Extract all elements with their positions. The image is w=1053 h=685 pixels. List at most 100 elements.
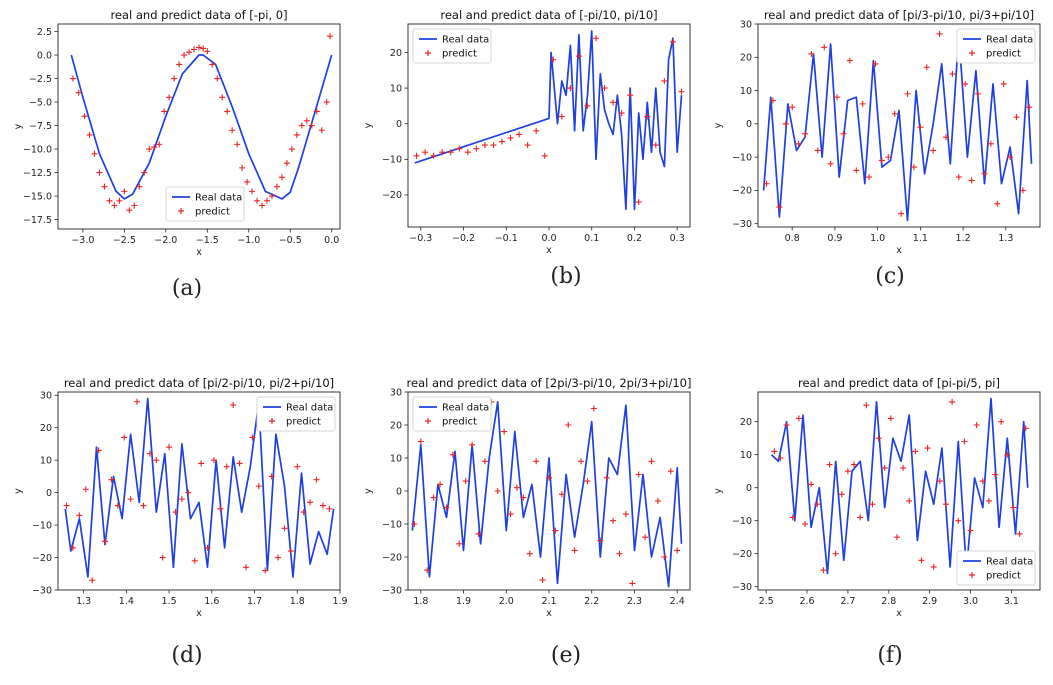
legend-real-label: Real data — [442, 35, 489, 46]
x-tick-label: 0.9 — [827, 233, 842, 244]
predict-point — [313, 108, 320, 115]
predict-point — [597, 537, 604, 544]
predict-point — [906, 497, 913, 504]
legend — [956, 550, 1036, 586]
real-data-line — [414, 30, 683, 211]
predict-point — [820, 567, 827, 574]
predict-point — [422, 149, 429, 156]
legend-real-label: Real data — [286, 403, 333, 414]
chart-panel-c: real and predict data of [pi/3-pi/10, pi… — [710, 8, 1050, 263]
real-data-line — [770, 397, 1029, 575]
predict-point — [264, 197, 271, 204]
y-tick-label: 0 — [746, 483, 752, 494]
predict-point — [601, 85, 608, 92]
real-data-line — [411, 401, 683, 588]
predict-point — [229, 127, 236, 134]
predict-point — [875, 435, 882, 442]
predict-point — [985, 497, 992, 504]
predict-point — [777, 455, 784, 461]
predict-point — [1022, 425, 1029, 432]
predict-point — [1000, 80, 1007, 87]
x-tick-label: −0.5 — [279, 235, 302, 246]
caption-f: (f) — [877, 643, 903, 668]
predict-point — [303, 117, 310, 124]
y-tick-label: −10 — [32, 520, 52, 531]
x-tick-label: −1.5 — [196, 235, 219, 246]
predict-point — [288, 146, 295, 153]
chart-b: real and predict data of [-pi/10, pi/10]… — [363, 8, 691, 256]
predict-point — [275, 554, 282, 561]
x-tick-label: 1.1 — [913, 233, 928, 244]
y-tick-label: −15.0 — [23, 191, 52, 202]
chart-title: real and predict data of [pi/2-pi/10, pi… — [64, 376, 334, 390]
y-tick-label: 0 — [396, 486, 402, 497]
predict-point — [821, 44, 828, 51]
legend — [412, 28, 492, 64]
predict-point — [827, 160, 834, 167]
predict-point — [126, 207, 133, 214]
x-tick-label: 2.7 — [840, 596, 855, 607]
predict-point — [998, 418, 1005, 425]
caption-c: (c) — [875, 264, 905, 289]
predict-point — [584, 478, 591, 485]
predict-point — [955, 174, 962, 181]
predict-point — [106, 197, 113, 204]
predict-point — [513, 484, 520, 491]
predict-point — [904, 90, 911, 97]
legend — [956, 28, 1036, 64]
predict-point — [102, 538, 108, 545]
predict-point — [262, 567, 269, 574]
predict-point — [95, 447, 102, 454]
plot-frame — [757, 391, 1041, 591]
predict-point — [166, 94, 173, 101]
predict-point — [196, 44, 202, 51]
predict-point — [844, 468, 851, 475]
predict-point — [763, 180, 770, 187]
predict-point — [918, 557, 925, 564]
x-tick-label: 0.0 — [541, 233, 556, 244]
predict-point — [832, 550, 839, 557]
caption-a: (a) — [171, 276, 203, 301]
caption-b: (b) — [550, 264, 582, 289]
predict-point — [230, 401, 237, 408]
x-tick-label: 2.2 — [584, 596, 599, 607]
predict-point — [992, 471, 999, 478]
predict-point — [449, 451, 456, 458]
predict-point — [1026, 104, 1033, 111]
legend-predict-swatch — [178, 208, 184, 214]
x-tick-label: 1.2 — [956, 233, 971, 244]
y-axis-label: y — [13, 123, 24, 129]
predict-point — [91, 150, 98, 157]
predict-point — [293, 131, 300, 138]
predict-point — [910, 164, 917, 171]
predict-point — [863, 402, 870, 409]
predict-point — [313, 476, 320, 483]
predict-point — [802, 130, 808, 137]
predict-point — [987, 140, 994, 147]
predict-point — [678, 88, 685, 95]
predict-point — [961, 438, 968, 445]
predict-point — [181, 52, 188, 59]
predict-point — [857, 514, 864, 521]
y-tick-label: 0 — [396, 119, 402, 130]
predict-point — [323, 99, 330, 106]
legend-predict-swatch — [969, 572, 975, 578]
predict-point — [494, 488, 501, 494]
y-tick-label: −10 — [382, 155, 402, 166]
legend-predict-swatch — [425, 50, 431, 56]
legend-predict-label: predict — [442, 49, 477, 60]
predict-point — [834, 94, 841, 101]
predict-point — [923, 64, 930, 71]
legend-predict-label: predict — [986, 49, 1021, 60]
y-axis-label: y — [713, 488, 724, 494]
predict-point — [318, 127, 325, 134]
predict-point — [287, 548, 294, 555]
predict-point — [891, 110, 898, 117]
plot-frame — [57, 391, 341, 591]
predict-point — [516, 131, 523, 138]
x-tick-label: 1.4 — [119, 596, 134, 607]
x-tick-label: 1.9 — [456, 596, 471, 607]
x-tick-label: 2.4 — [670, 596, 685, 607]
x-tick-label: 0.2 — [627, 233, 642, 244]
predict-point — [69, 544, 76, 551]
